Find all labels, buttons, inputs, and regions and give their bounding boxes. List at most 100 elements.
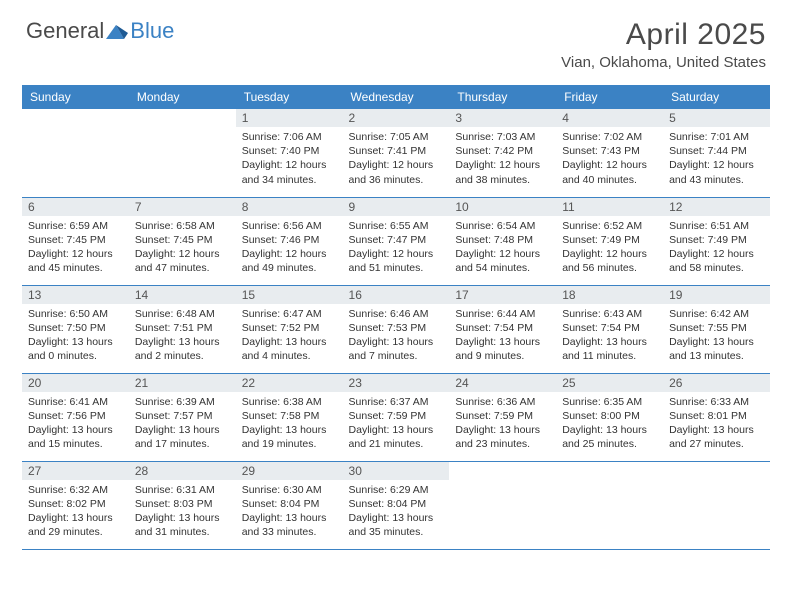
sunset-line: Sunset: 8:04 PM	[242, 497, 337, 511]
sunrise-label: Sunrise:	[242, 131, 283, 143]
sunrise-line: Sunrise: 6:36 AM	[455, 395, 550, 409]
daylight-line: Daylight: 12 hours and 58 minutes.	[669, 247, 764, 275]
calendar-day-cell: 27Sunrise: 6:32 AMSunset: 8:02 PMDayligh…	[22, 461, 129, 549]
sunset-value: 7:41 PM	[387, 145, 426, 157]
day-header-row: Sunday Monday Tuesday Wednesday Thursday…	[22, 85, 770, 109]
day-number: 6	[22, 198, 129, 216]
day-details: Sunrise: 6:58 AMSunset: 7:45 PMDaylight:…	[135, 219, 230, 276]
daylight-label: Daylight:	[242, 248, 286, 260]
daylight-line: Daylight: 13 hours and 11 minutes.	[562, 335, 657, 363]
day-details: Sunrise: 6:46 AMSunset: 7:53 PMDaylight:…	[349, 307, 444, 364]
sunset-line: Sunset: 8:04 PM	[349, 497, 444, 511]
daylight-line: Daylight: 13 hours and 15 minutes.	[28, 423, 123, 451]
sunset-line: Sunset: 7:50 PM	[28, 321, 123, 335]
day-details: Sunrise: 6:44 AMSunset: 7:54 PMDaylight:…	[455, 307, 550, 364]
sunrise-line: Sunrise: 7:06 AM	[242, 130, 337, 144]
sunset-label: Sunset:	[349, 145, 388, 157]
sunrise-value: 6:29 AM	[390, 484, 429, 496]
sunset-line: Sunset: 8:03 PM	[135, 497, 230, 511]
daylight-label: Daylight:	[349, 336, 393, 348]
month-title: April 2025	[561, 18, 766, 52]
daylight-line: Daylight: 13 hours and 17 minutes.	[135, 423, 230, 451]
sunrise-value: 6:50 AM	[69, 308, 108, 320]
day-number: 11	[556, 198, 663, 216]
sunrise-value: 6:43 AM	[604, 308, 643, 320]
sunset-line: Sunset: 7:58 PM	[242, 409, 337, 423]
daylight-line: Daylight: 13 hours and 33 minutes.	[242, 511, 337, 539]
sunrise-line: Sunrise: 6:50 AM	[28, 307, 123, 321]
sunset-label: Sunset:	[242, 322, 281, 334]
sunrise-value: 7:01 AM	[711, 131, 750, 143]
sunset-line: Sunset: 7:59 PM	[349, 409, 444, 423]
calendar-day-cell: 15Sunrise: 6:47 AMSunset: 7:52 PMDayligh…	[236, 285, 343, 373]
sunset-value: 7:48 PM	[494, 234, 533, 246]
daylight-line: Daylight: 12 hours and 40 minutes.	[562, 158, 657, 186]
daylight-label: Daylight:	[242, 424, 286, 436]
day-number: 24	[449, 374, 556, 392]
calendar-day-cell: 16Sunrise: 6:46 AMSunset: 7:53 PMDayligh…	[343, 285, 450, 373]
day-number: 15	[236, 286, 343, 304]
day-details: Sunrise: 6:29 AMSunset: 8:04 PMDaylight:…	[349, 483, 444, 540]
daylight-line: Daylight: 13 hours and 7 minutes.	[349, 335, 444, 363]
day-details: Sunrise: 6:41 AMSunset: 7:56 PMDaylight:…	[28, 395, 123, 452]
sunset-value: 7:50 PM	[67, 322, 106, 334]
sunrise-label: Sunrise:	[455, 308, 496, 320]
sunrise-line: Sunrise: 7:01 AM	[669, 130, 764, 144]
sunset-label: Sunset:	[562, 234, 601, 246]
daylight-line: Daylight: 12 hours and 43 minutes.	[669, 158, 764, 186]
sunset-line: Sunset: 7:56 PM	[28, 409, 123, 423]
sunrise-value: 6:58 AM	[176, 220, 215, 232]
day-details: Sunrise: 6:39 AMSunset: 7:57 PMDaylight:…	[135, 395, 230, 452]
sunrise-label: Sunrise:	[242, 484, 283, 496]
sunrise-line: Sunrise: 6:58 AM	[135, 219, 230, 233]
sunset-value: 7:59 PM	[387, 410, 426, 422]
day-number: 26	[663, 374, 770, 392]
sunrise-line: Sunrise: 6:56 AM	[242, 219, 337, 233]
sunrise-label: Sunrise:	[135, 396, 176, 408]
sunset-value: 7:56 PM	[67, 410, 106, 422]
sunset-value: 7:52 PM	[280, 322, 319, 334]
daylight-label: Daylight:	[455, 248, 499, 260]
sunset-line: Sunset: 8:02 PM	[28, 497, 123, 511]
day-details: Sunrise: 6:42 AMSunset: 7:55 PMDaylight:…	[669, 307, 764, 364]
day-number: 10	[449, 198, 556, 216]
sunset-line: Sunset: 7:41 PM	[349, 144, 444, 158]
sunrise-label: Sunrise:	[28, 308, 69, 320]
sunset-line: Sunset: 7:44 PM	[669, 144, 764, 158]
day-number: 14	[129, 286, 236, 304]
day-details: Sunrise: 6:52 AMSunset: 7:49 PMDaylight:…	[562, 219, 657, 276]
daylight-label: Daylight:	[455, 424, 499, 436]
daylight-label: Daylight:	[242, 159, 286, 171]
sunset-label: Sunset:	[455, 145, 494, 157]
sunset-line: Sunset: 7:45 PM	[28, 233, 123, 247]
calendar-day-cell	[663, 461, 770, 549]
sunrise-value: 6:51 AM	[711, 220, 750, 232]
sunset-label: Sunset:	[242, 145, 281, 157]
calendar-day-cell: 23Sunrise: 6:37 AMSunset: 7:59 PMDayligh…	[343, 373, 450, 461]
calendar-day-cell: 30Sunrise: 6:29 AMSunset: 8:04 PMDayligh…	[343, 461, 450, 549]
daylight-label: Daylight:	[562, 159, 606, 171]
calendar-day-cell: 13Sunrise: 6:50 AMSunset: 7:50 PMDayligh…	[22, 285, 129, 373]
sunset-label: Sunset:	[135, 322, 174, 334]
sunset-label: Sunset:	[28, 410, 67, 422]
day-number: 29	[236, 462, 343, 480]
day-number: 3	[449, 109, 556, 127]
sunrise-line: Sunrise: 7:02 AM	[562, 130, 657, 144]
sunrise-line: Sunrise: 7:03 AM	[455, 130, 550, 144]
sunrise-line: Sunrise: 7:05 AM	[349, 130, 444, 144]
daylight-line: Daylight: 12 hours and 56 minutes.	[562, 247, 657, 275]
sunrise-value: 6:33 AM	[711, 396, 750, 408]
sunset-label: Sunset:	[242, 234, 281, 246]
calendar-day-cell	[22, 109, 129, 197]
sunrise-line: Sunrise: 6:42 AM	[669, 307, 764, 321]
day-header: Tuesday	[236, 85, 343, 109]
sunrise-line: Sunrise: 6:47 AM	[242, 307, 337, 321]
calendar-day-cell: 10Sunrise: 6:54 AMSunset: 7:48 PMDayligh…	[449, 197, 556, 285]
calendar-day-cell	[449, 461, 556, 549]
sunrise-value: 6:59 AM	[69, 220, 108, 232]
daylight-label: Daylight:	[28, 336, 72, 348]
sunset-value: 7:59 PM	[494, 410, 533, 422]
sunset-line: Sunset: 7:48 PM	[455, 233, 550, 247]
daylight-line: Daylight: 13 hours and 35 minutes.	[349, 511, 444, 539]
day-details: Sunrise: 7:03 AMSunset: 7:42 PMDaylight:…	[455, 130, 550, 187]
